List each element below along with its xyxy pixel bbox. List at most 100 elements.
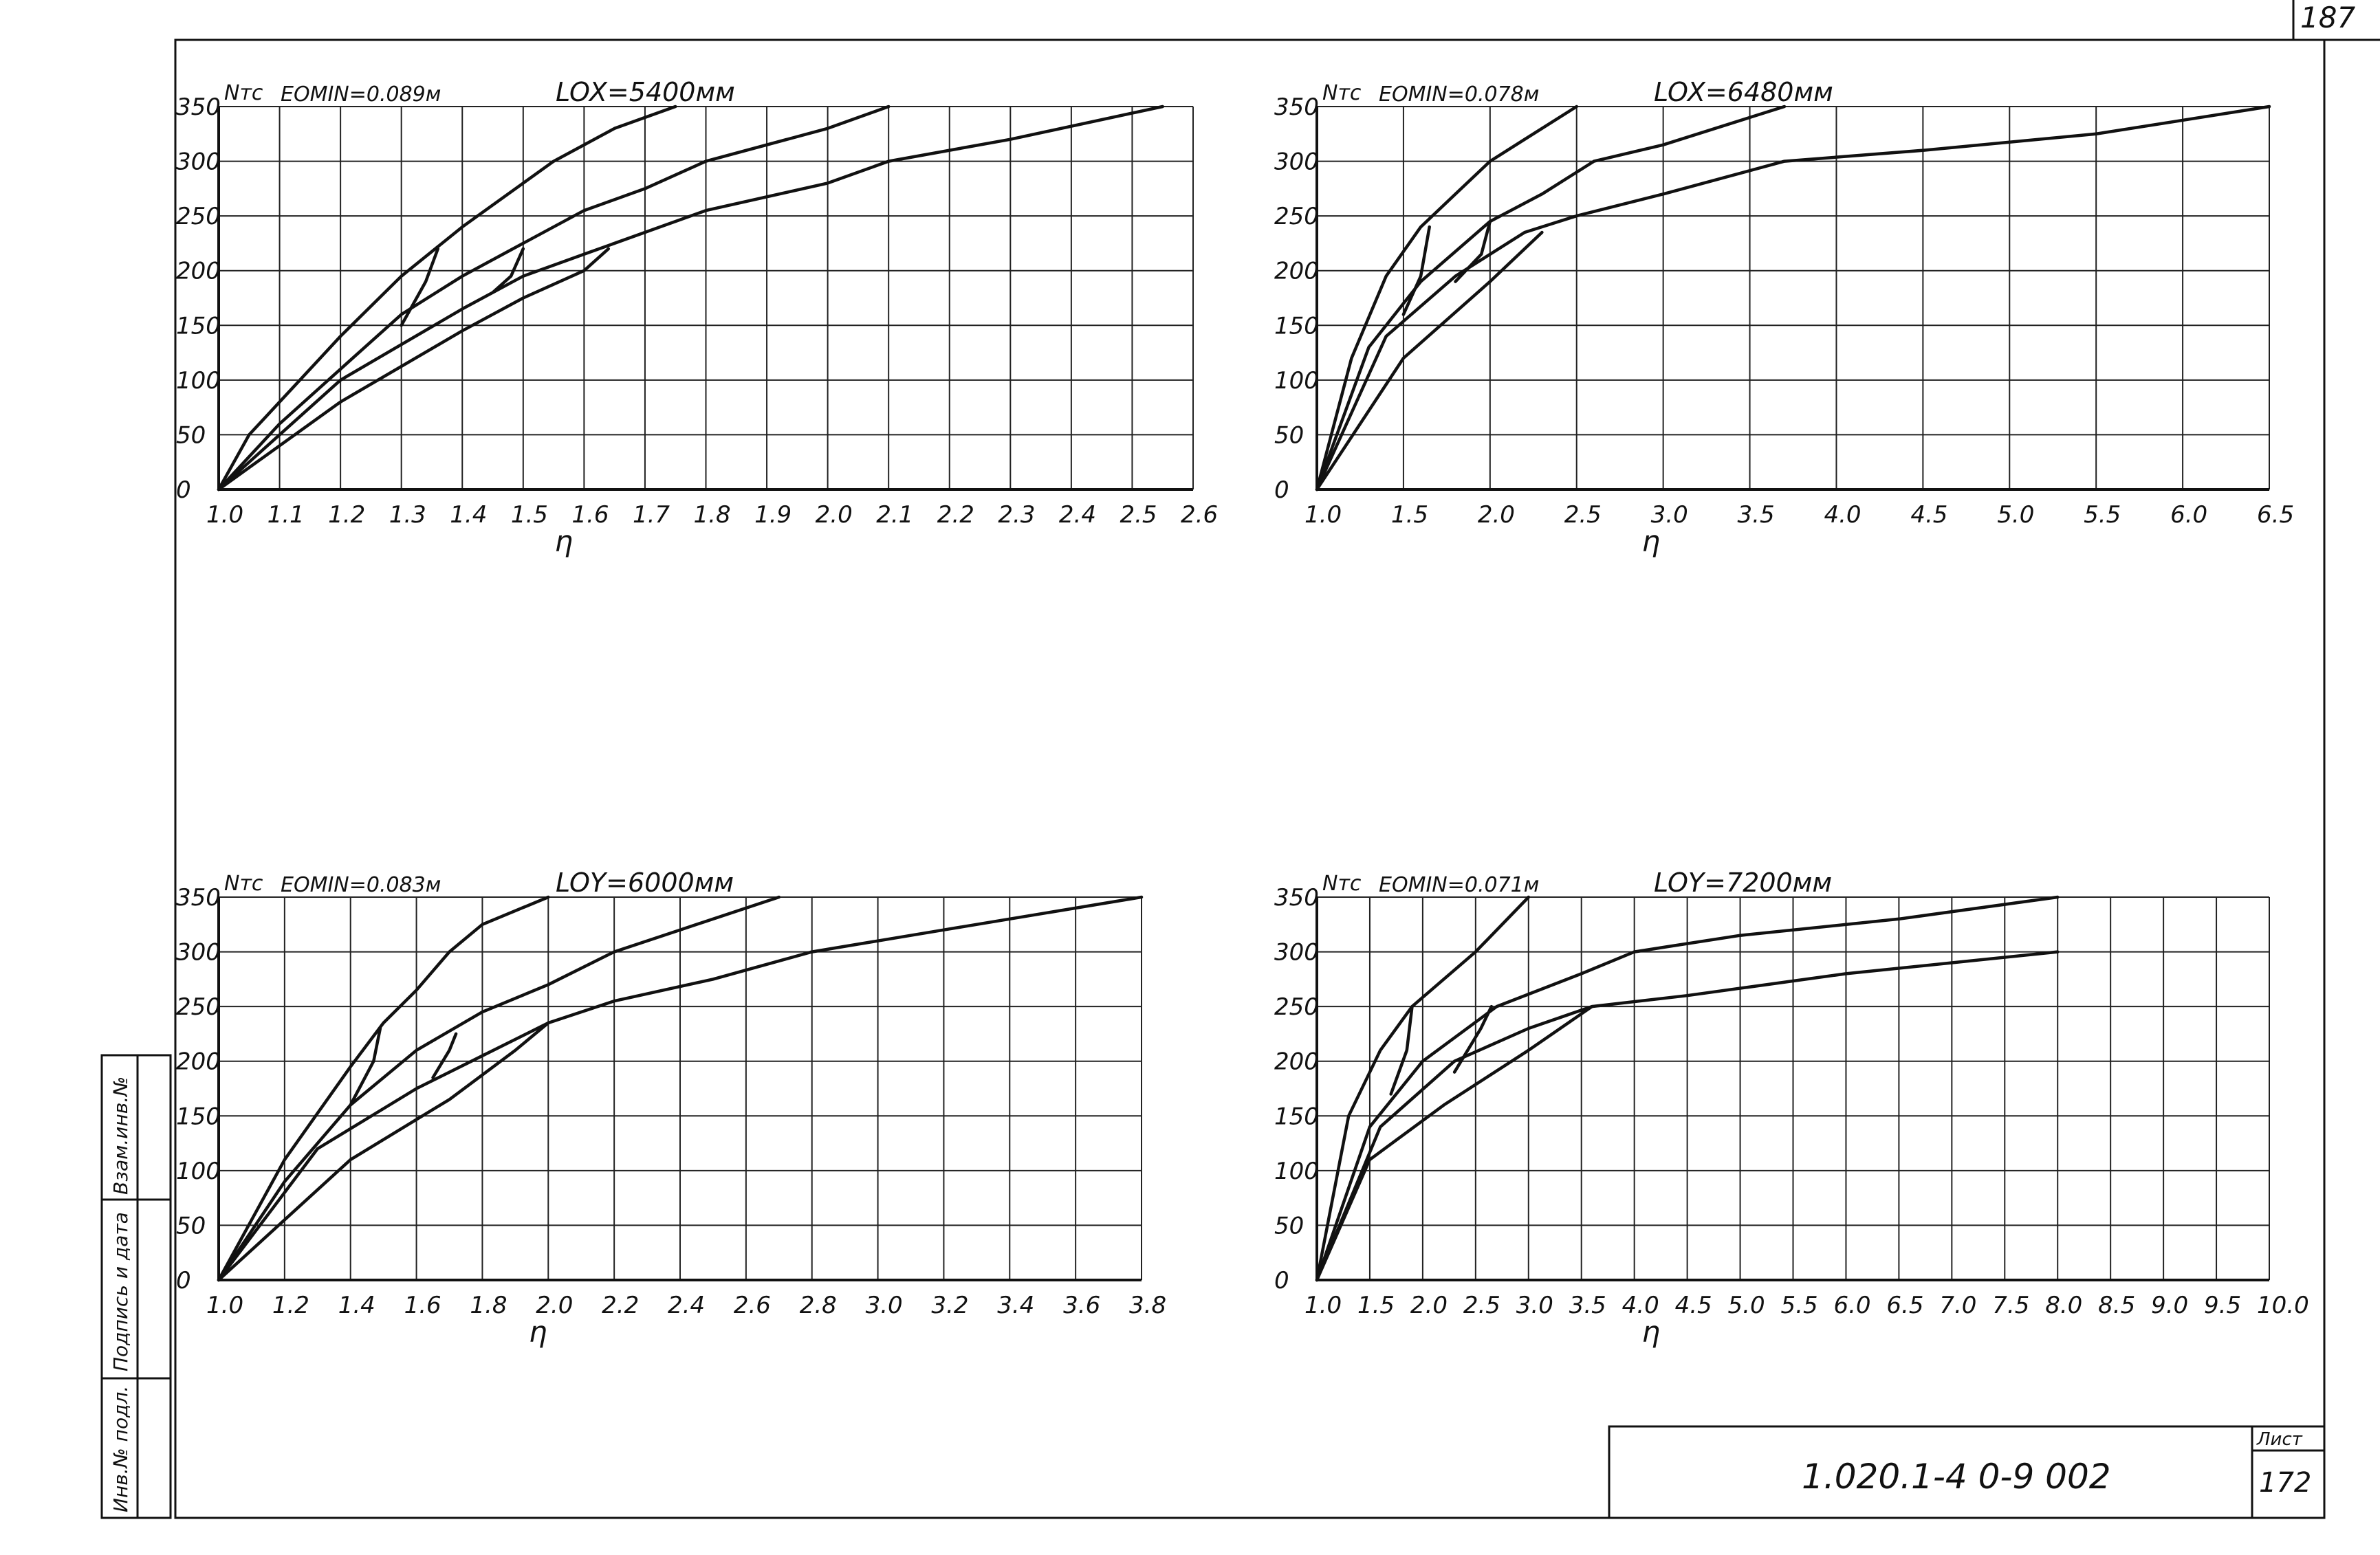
series-line-6 bbox=[1452, 1004, 1494, 1074]
series-line-3 bbox=[1315, 950, 2060, 1282]
series-line-5 bbox=[1401, 225, 1431, 316]
x-tick-label: 2.0 bbox=[1410, 1292, 1448, 1319]
y-tick-label: 200 bbox=[1274, 258, 1319, 285]
title-block: 1.020.1-4 0-9 002 Лист 172 bbox=[1608, 1425, 2326, 1519]
header-force-label: Nтс bbox=[1322, 872, 1362, 896]
header-length-label: LOY=7200мм bbox=[1654, 868, 1832, 898]
side-stamp: Инв.№ подл. Подпись и дата Взам.инв.№ bbox=[100, 1054, 172, 1519]
y-tick-label: 100 bbox=[1274, 1158, 1319, 1185]
x-tick-label: 10.0 bbox=[2257, 1292, 2309, 1319]
x-tick-label: 1.6 bbox=[571, 501, 609, 529]
x-tick-label: 1.7 bbox=[633, 501, 670, 529]
series-line-6 bbox=[1454, 219, 1492, 283]
series-line-3 bbox=[1315, 104, 2271, 492]
x-axis-label: η bbox=[1642, 525, 1661, 558]
x-tick-label: 1.5 bbox=[1357, 1292, 1395, 1319]
series-line-6 bbox=[491, 247, 525, 294]
x-tick-label: 5.5 bbox=[2084, 501, 2121, 529]
x-tick-label: 3.4 bbox=[997, 1292, 1034, 1319]
x-axis-label: η bbox=[1642, 1315, 1661, 1349]
y-tick-label: 150 bbox=[176, 1103, 221, 1130]
x-tick-label: 3.0 bbox=[866, 1292, 903, 1319]
series-line-2 bbox=[217, 104, 891, 492]
chart-lox-5400: 1.0 1.1 1.2 1.3 1.4 1.5 1.6 1.7 1.8 1.9 2.0 2.1 2.2 2… bbox=[176, 77, 1218, 558]
y-tick-label: 200 bbox=[1274, 1048, 1319, 1076]
series-line-5 bbox=[1389, 1004, 1414, 1096]
x-tick-label: 2.5 bbox=[1564, 501, 1602, 529]
y-tick-label: 150 bbox=[176, 312, 221, 340]
x-tick-label: 3.0 bbox=[1516, 1292, 1553, 1319]
x-tick-label: 4.0 bbox=[1622, 1292, 1659, 1319]
series-line-2 bbox=[1315, 895, 2060, 1282]
series-line-3 bbox=[217, 895, 1144, 1282]
header-eomin-label: EOMIN=0.078м bbox=[1379, 82, 1539, 107]
y-tick-label: 50 bbox=[176, 421, 206, 449]
x-tick-label: 2.8 bbox=[800, 1292, 837, 1319]
y-tick-label: 250 bbox=[1274, 203, 1319, 230]
x-tick-label: 2.4 bbox=[668, 1292, 705, 1319]
x-axis-label: η bbox=[555, 525, 574, 558]
x-tick-label: 2.1 bbox=[876, 501, 913, 529]
y-tick-label: 350 bbox=[176, 884, 221, 912]
y-tick-label: 250 bbox=[176, 203, 221, 230]
y-tick-label: 250 bbox=[1274, 993, 1319, 1021]
x-tick-label: 4.5 bbox=[1675, 1292, 1712, 1319]
list-label: Лист bbox=[2256, 1429, 2303, 1450]
x-tick-label: 1.1 bbox=[268, 501, 305, 529]
x-tick-label: 8.0 bbox=[2045, 1292, 2082, 1319]
x-tick-label: 9.0 bbox=[2151, 1292, 2188, 1319]
x-tick-label: 1.4 bbox=[338, 1292, 375, 1319]
doc-code: 1.020.1-4 0-9 002 bbox=[1802, 1457, 2111, 1497]
y-tick-label: 0 bbox=[1274, 476, 1289, 504]
x-tick-label: 1.8 bbox=[694, 501, 731, 529]
x-tick-label: 1.9 bbox=[754, 501, 791, 529]
x-tick-label: 6.0 bbox=[2170, 501, 2207, 529]
series-line-2 bbox=[1315, 104, 1787, 492]
sheet-frame bbox=[174, 38, 2326, 1519]
header-force-label: Nтс bbox=[1322, 81, 1362, 105]
y-tick-label: 350 bbox=[1274, 884, 1319, 912]
y-tick-label: 150 bbox=[1274, 312, 1319, 340]
x-tick-label: 2.2 bbox=[602, 1292, 639, 1319]
y-tick-label: 50 bbox=[176, 1212, 206, 1239]
x-tick-label: 5.5 bbox=[1781, 1292, 1818, 1319]
header-length-label: LOY=6000мм bbox=[556, 868, 734, 898]
x-tick-label: 7.0 bbox=[1939, 1292, 1976, 1319]
x-tick-label: 2.5 bbox=[1120, 501, 1157, 529]
x-tick-label: 6.5 bbox=[2257, 501, 2294, 529]
x-tick-label: 1.5 bbox=[1391, 501, 1428, 529]
header-force-label: Nтс bbox=[224, 81, 263, 105]
y-tick-label: 0 bbox=[1274, 1267, 1289, 1294]
header-eomin-label: EOMIN=0.089м bbox=[281, 82, 441, 107]
x-tick-label: 3.0 bbox=[1651, 501, 1688, 529]
header-force-label: Nтс bbox=[224, 872, 263, 896]
x-tick-label: 1.2 bbox=[272, 1292, 309, 1319]
x-tick-label: 1.5 bbox=[511, 501, 548, 529]
side-stamp-replace: Взам.инв.№ bbox=[109, 1077, 132, 1195]
y-tick-label: 0 bbox=[176, 1267, 191, 1294]
series-line-2 bbox=[217, 895, 781, 1282]
series-line-6 bbox=[431, 1032, 458, 1079]
x-tick-label: 9.5 bbox=[2204, 1292, 2241, 1319]
y-tick-label: 50 bbox=[1274, 1212, 1304, 1239]
x-axis-label: η bbox=[529, 1315, 547, 1349]
side-stamp-inv: Инв.№ подл. bbox=[109, 1386, 132, 1512]
x-tick-label: 1.3 bbox=[389, 501, 426, 529]
x-tick-label: 1.0 bbox=[206, 1292, 243, 1319]
x-tick-label: 5.0 bbox=[1997, 501, 2034, 529]
x-tick-label: 1.0 bbox=[1304, 1292, 1342, 1319]
y-tick-label: 350 bbox=[176, 93, 221, 121]
y-tick-label: 350 bbox=[1274, 93, 1319, 121]
series-line-1 bbox=[217, 104, 677, 492]
series-line-4 bbox=[1315, 230, 1544, 492]
page-number: 187 bbox=[2300, 1, 2355, 34]
x-tick-label: 1.2 bbox=[328, 501, 365, 529]
x-tick-label: 2.6 bbox=[1181, 501, 1218, 529]
x-tick-label: 6.5 bbox=[1886, 1292, 1923, 1319]
x-tick-label: 6.0 bbox=[1833, 1292, 1870, 1319]
y-tick-label: 100 bbox=[1274, 367, 1319, 395]
header-length-label: LOX=6480мм bbox=[1654, 77, 1833, 107]
series-line-1 bbox=[1315, 895, 1531, 1282]
y-tick-label: 100 bbox=[176, 1158, 221, 1185]
y-tick-label: 200 bbox=[176, 258, 221, 285]
